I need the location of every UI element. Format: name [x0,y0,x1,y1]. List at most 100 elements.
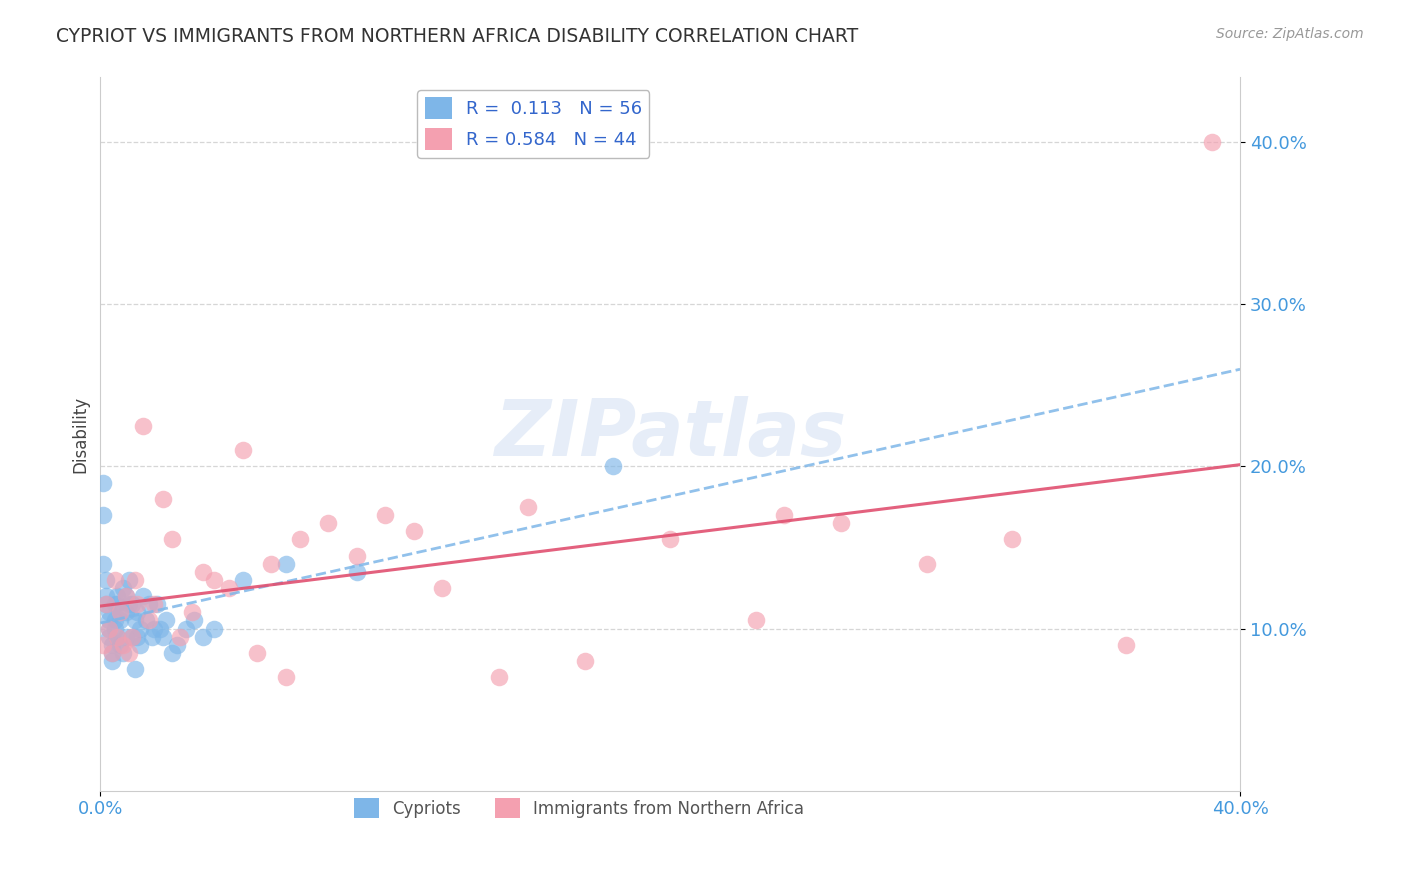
Point [118,597,141,611]
Legend: Cypriots, Immigrants from Northern Africa: Cypriots, Immigrants from Northern Afric… [347,791,811,825]
Point [104,573,127,587]
Point [127,630,149,644]
Point [107,630,129,644]
Point [97,614,120,628]
Point [104,614,127,628]
Point [260,557,283,571]
Point [115,589,138,603]
Point [346,565,368,579]
Point [143,597,166,611]
Point [915,557,938,571]
Point [232,443,254,458]
Point [115,589,138,603]
Point [180,605,202,619]
Point [107,589,129,603]
Point [155,614,177,628]
Point [274,557,297,571]
Point [112,646,135,660]
Point [124,573,146,587]
Point [104,622,127,636]
Point [107,597,129,611]
Point [97,622,120,636]
Point [146,597,169,611]
Point [169,630,191,644]
Point [346,549,368,563]
Point [110,605,132,619]
Point [488,670,510,684]
Point [100,646,122,660]
Point [602,459,624,474]
Point [110,614,132,628]
Point [191,630,214,644]
Point [288,533,311,547]
Point [316,516,339,531]
Point [100,654,122,668]
Point [124,662,146,676]
Point [174,622,197,636]
Point [94,597,117,611]
Point [112,581,135,595]
Point [183,614,205,628]
Point [374,508,396,522]
Point [107,630,129,644]
Point [744,614,766,628]
Point [1115,638,1137,652]
Point [402,524,425,539]
Point [218,581,240,595]
Text: CYPRIOT VS IMMIGRANTS FROM NORTHERN AFRICA DISABILITY CORRELATION CHART: CYPRIOT VS IMMIGRANTS FROM NORTHERN AFRI… [56,27,859,45]
Point [659,533,682,547]
Point [830,516,852,531]
Point [124,614,146,628]
Point [166,638,188,652]
Point [160,646,183,660]
Point [91,557,114,571]
Point [118,573,141,587]
Point [91,638,114,652]
Point [160,533,183,547]
Point [94,597,117,611]
Point [121,597,143,611]
Point [94,589,117,603]
Point [94,573,117,587]
Point [246,646,269,660]
Point [232,573,254,587]
Point [132,418,155,433]
Point [152,491,174,506]
Point [115,630,138,644]
Y-axis label: Disability: Disability [72,395,89,473]
Text: Source: ZipAtlas.com: Source: ZipAtlas.com [1216,27,1364,41]
Point [274,670,297,684]
Point [100,646,122,660]
Point [1201,135,1223,149]
Point [127,605,149,619]
Point [773,508,796,522]
Point [97,622,120,636]
Point [149,622,172,636]
Point [141,630,163,644]
Point [118,646,141,660]
Point [91,508,114,522]
Point [132,589,155,603]
Point [112,638,135,652]
Point [104,597,127,611]
Point [574,654,596,668]
Point [110,605,132,619]
Point [432,581,454,595]
Point [152,630,174,644]
Point [115,605,138,619]
Point [121,630,143,644]
Point [127,597,149,611]
Point [91,475,114,490]
Point [100,638,122,652]
Point [1001,533,1024,547]
Point [97,605,120,619]
Point [138,597,160,611]
Text: ZIPatlas: ZIPatlas [494,396,846,472]
Point [129,622,152,636]
Point [516,500,538,514]
Point [202,622,225,636]
Point [202,573,225,587]
Point [110,638,132,652]
Point [97,630,120,644]
Point [135,614,157,628]
